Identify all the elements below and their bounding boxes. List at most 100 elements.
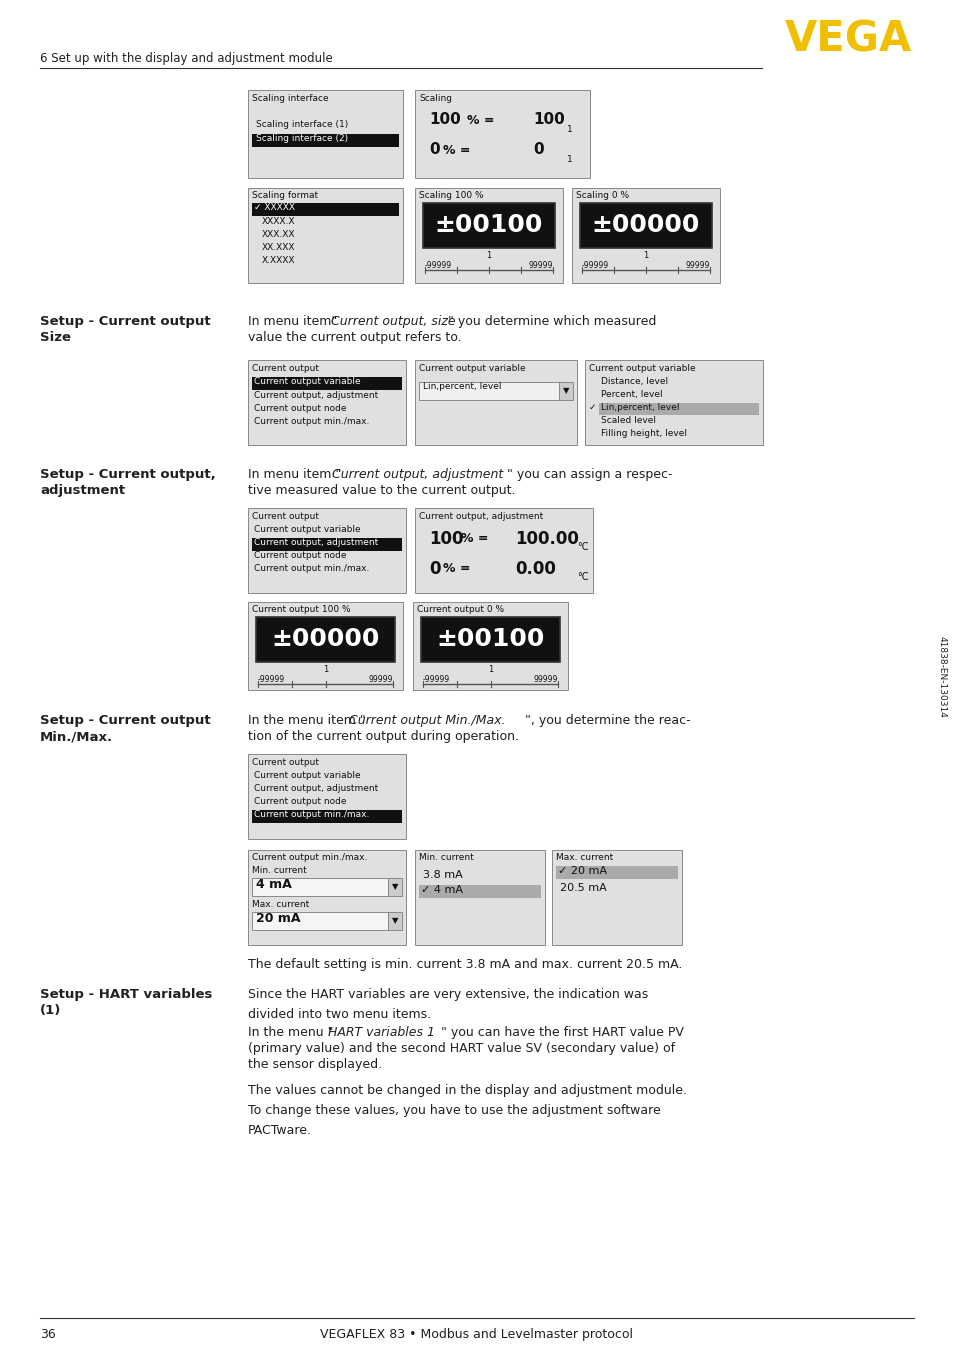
FancyBboxPatch shape	[415, 360, 577, 445]
FancyBboxPatch shape	[248, 754, 406, 839]
Text: 36: 36	[40, 1328, 55, 1340]
FancyBboxPatch shape	[558, 382, 573, 399]
Text: X.XXXX: X.XXXX	[262, 256, 295, 265]
Text: Current output min./max.: Current output min./max.	[252, 853, 367, 862]
Text: 3.8 mA: 3.8 mA	[422, 871, 462, 880]
Text: Current output min./max.: Current output min./max.	[253, 417, 369, 427]
Text: 41838-EN-130314: 41838-EN-130314	[937, 636, 945, 718]
Text: 1: 1	[566, 154, 572, 164]
FancyBboxPatch shape	[552, 850, 681, 945]
Text: Percent, level: Percent, level	[600, 390, 662, 399]
FancyBboxPatch shape	[248, 603, 402, 691]
Text: % =: % =	[442, 562, 470, 575]
Text: Current output, adjustment: Current output, adjustment	[253, 784, 377, 793]
Text: Current output variable: Current output variable	[588, 364, 695, 372]
Text: Setup - Current output: Setup - Current output	[40, 714, 211, 727]
Text: Scaled level: Scaled level	[600, 416, 656, 425]
Text: ±00000: ±00000	[271, 627, 379, 651]
Text: Current output, size: Current output, size	[331, 315, 456, 328]
FancyBboxPatch shape	[388, 877, 401, 896]
Text: VEGA: VEGA	[784, 18, 911, 60]
FancyBboxPatch shape	[252, 810, 401, 823]
FancyBboxPatch shape	[415, 188, 562, 283]
Text: " you determine which measured: " you determine which measured	[448, 315, 656, 328]
Text: Scaling interface (2): Scaling interface (2)	[255, 134, 348, 144]
Text: 1: 1	[486, 250, 491, 260]
Text: -99999: -99999	[581, 261, 608, 269]
Text: Since the HART variables are very extensive, the indication was
divided into two: Since the HART variables are very extens…	[248, 988, 648, 1021]
Text: 0.00: 0.00	[515, 561, 556, 578]
Text: 100: 100	[429, 112, 460, 127]
Text: tive measured value to the current output.: tive measured value to the current outpu…	[248, 483, 515, 497]
Text: Scaling 0 %: Scaling 0 %	[576, 191, 628, 200]
Text: Current output variable: Current output variable	[253, 376, 360, 386]
Text: Current output, adjustment: Current output, adjustment	[418, 512, 542, 521]
Text: Min. current: Min. current	[252, 867, 307, 875]
FancyBboxPatch shape	[413, 603, 567, 691]
Text: " you can assign a respec-: " you can assign a respec-	[506, 468, 672, 481]
Text: 20.5 mA: 20.5 mA	[559, 883, 606, 894]
Text: 1: 1	[322, 665, 328, 674]
Text: 20 mA: 20 mA	[255, 913, 300, 925]
Text: Current output node: Current output node	[253, 551, 346, 561]
Text: ±00100: ±00100	[436, 627, 544, 651]
Text: Current output: Current output	[252, 758, 318, 766]
FancyBboxPatch shape	[248, 508, 406, 593]
Text: 1: 1	[566, 125, 572, 134]
Text: Scaling format: Scaling format	[252, 191, 317, 200]
Text: Max. current: Max. current	[556, 853, 613, 862]
FancyBboxPatch shape	[415, 850, 544, 945]
Text: value the current output refers to.: value the current output refers to.	[248, 330, 461, 344]
Text: Size: Size	[40, 330, 71, 344]
Text: (1): (1)	[40, 1005, 61, 1017]
Text: Current output: Current output	[252, 364, 318, 372]
Text: ✓: ✓	[588, 403, 596, 412]
Text: HART variables 1: HART variables 1	[328, 1026, 435, 1039]
Text: In menu item ": In menu item "	[248, 468, 341, 481]
Text: Lin,percent, level: Lin,percent, level	[422, 382, 501, 391]
Text: adjustment: adjustment	[40, 483, 125, 497]
Text: Current output 100 %: Current output 100 %	[252, 605, 351, 613]
Text: VEGAFLEX 83 • Modbus and Levelmaster protocol: VEGAFLEX 83 • Modbus and Levelmaster pro…	[320, 1328, 633, 1340]
Text: In the menu ": In the menu "	[248, 1026, 334, 1039]
Text: Current output min./max.: Current output min./max.	[253, 810, 369, 819]
Text: Current output node: Current output node	[253, 403, 346, 413]
Text: Min./Max.: Min./Max.	[40, 730, 113, 743]
FancyBboxPatch shape	[572, 188, 720, 283]
Text: 99999: 99999	[368, 676, 393, 684]
FancyBboxPatch shape	[252, 538, 401, 551]
Text: Current output variable: Current output variable	[253, 525, 360, 533]
FancyBboxPatch shape	[248, 850, 406, 945]
Text: °C: °C	[577, 571, 588, 582]
Text: XX.XXX: XX.XXX	[262, 242, 295, 252]
Text: ±00100: ±00100	[435, 213, 542, 237]
Text: Distance, level: Distance, level	[600, 376, 667, 386]
Text: 99999: 99999	[685, 261, 709, 269]
Text: Current output, adjustment: Current output, adjustment	[253, 391, 377, 399]
Text: 6 Set up with the display and adjustment module: 6 Set up with the display and adjustment…	[40, 51, 333, 65]
Text: Scaling interface: Scaling interface	[252, 93, 328, 103]
FancyBboxPatch shape	[415, 508, 593, 593]
FancyBboxPatch shape	[418, 382, 558, 399]
Text: ", you determine the reac-: ", you determine the reac-	[524, 714, 690, 727]
Text: Current output min./max.: Current output min./max.	[253, 565, 369, 573]
Text: Lin,percent, level: Lin,percent, level	[600, 403, 679, 412]
Text: Setup - HART variables: Setup - HART variables	[40, 988, 213, 1001]
Text: Scaling 100 %: Scaling 100 %	[418, 191, 483, 200]
Text: Current output node: Current output node	[253, 798, 346, 806]
Text: ▼: ▼	[392, 883, 397, 891]
Text: (primary value) and the second HART value SV (secondary value) of: (primary value) and the second HART valu…	[248, 1043, 675, 1055]
Text: Current output, adjustment: Current output, adjustment	[332, 468, 503, 481]
FancyBboxPatch shape	[422, 203, 555, 248]
Text: 4 mA: 4 mA	[255, 877, 292, 891]
FancyBboxPatch shape	[584, 360, 762, 445]
FancyBboxPatch shape	[252, 376, 401, 390]
FancyBboxPatch shape	[255, 617, 395, 662]
FancyBboxPatch shape	[252, 877, 388, 896]
Text: 1: 1	[642, 250, 648, 260]
FancyBboxPatch shape	[252, 913, 388, 930]
Text: In menu item": In menu item"	[248, 315, 337, 328]
Text: The default setting is min. current 3.8 mA and max. current 20.5 mA.: The default setting is min. current 3.8 …	[248, 959, 681, 971]
Text: % =: % =	[467, 114, 494, 127]
Text: Current output variable: Current output variable	[253, 770, 360, 780]
